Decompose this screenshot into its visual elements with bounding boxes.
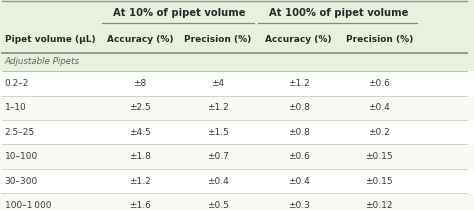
Text: Accuracy (%): Accuracy (%) — [107, 35, 173, 44]
Text: ±0.15: ±0.15 — [365, 152, 393, 161]
Text: Accuracy (%): Accuracy (%) — [265, 35, 332, 44]
Text: ±1.2: ±1.2 — [207, 104, 229, 112]
Bar — [0, 120, 474, 144]
Text: Adjustable Pipets: Adjustable Pipets — [5, 58, 80, 66]
Text: 2.5–25: 2.5–25 — [5, 128, 35, 137]
Text: ±1.8: ±1.8 — [129, 152, 151, 161]
Text: ±0.6: ±0.6 — [368, 79, 390, 88]
Text: At 10% of pipet volume: At 10% of pipet volume — [113, 8, 246, 18]
Bar — [0, 27, 474, 52]
Text: ±0.15: ±0.15 — [365, 177, 393, 185]
Text: ±0.4: ±0.4 — [288, 177, 310, 185]
Text: 10–100: 10–100 — [5, 152, 38, 161]
Bar — [0, 96, 474, 120]
Text: At 100% of pipet volume: At 100% of pipet volume — [269, 8, 409, 18]
Text: ±1.6: ±1.6 — [129, 201, 151, 210]
Text: ±0.5: ±0.5 — [207, 201, 229, 210]
Text: ±0.2: ±0.2 — [368, 128, 390, 137]
Text: ±0.4: ±0.4 — [368, 104, 390, 112]
Text: 100–1 000: 100–1 000 — [5, 201, 51, 210]
Text: 0.2–2: 0.2–2 — [5, 79, 29, 88]
Bar — [0, 193, 474, 210]
Text: ±0.7: ±0.7 — [207, 152, 229, 161]
Text: ±1.5: ±1.5 — [207, 128, 229, 137]
Text: ±4.5: ±4.5 — [129, 128, 151, 137]
Text: ±0.12: ±0.12 — [365, 201, 393, 210]
Bar — [0, 144, 474, 169]
Bar — [0, 169, 474, 193]
Text: ±0.8: ±0.8 — [288, 128, 310, 137]
Bar — [0, 52, 474, 71]
Text: ±2.5: ±2.5 — [129, 104, 151, 112]
Text: ±0.6: ±0.6 — [288, 152, 310, 161]
Bar — [0, 71, 474, 96]
Text: ±1.2: ±1.2 — [288, 79, 310, 88]
Text: ±8: ±8 — [133, 79, 146, 88]
Text: ±0.3: ±0.3 — [288, 201, 310, 210]
Text: Precision (%): Precision (%) — [346, 35, 413, 44]
Text: ±0.4: ±0.4 — [207, 177, 229, 185]
Bar — [0, 0, 474, 27]
Text: Precision (%): Precision (%) — [184, 35, 252, 44]
Text: 1–10: 1–10 — [5, 104, 27, 112]
Text: ±1.2: ±1.2 — [129, 177, 151, 185]
Text: ±4: ±4 — [211, 79, 225, 88]
Text: 30–300: 30–300 — [5, 177, 38, 185]
Text: Pipet volume (μL): Pipet volume (μL) — [5, 35, 95, 44]
Text: ±0.8: ±0.8 — [288, 104, 310, 112]
